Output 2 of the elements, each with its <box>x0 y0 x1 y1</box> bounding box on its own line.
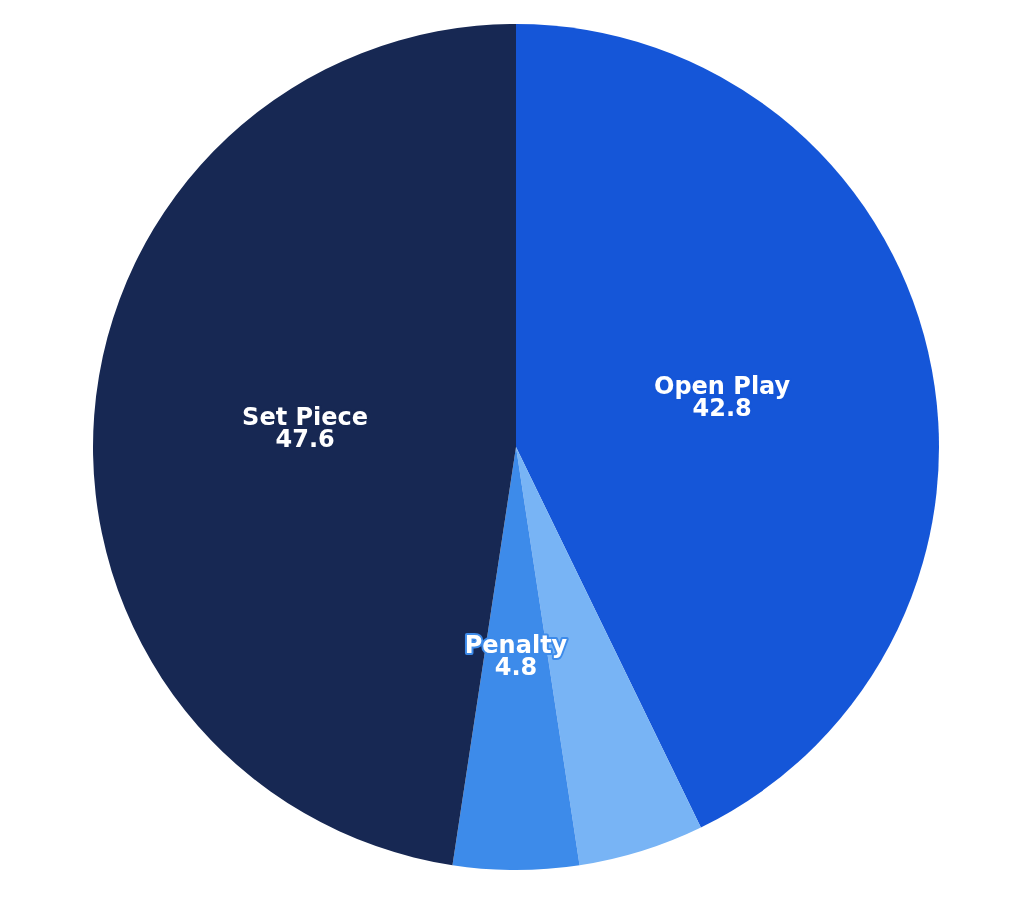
pie-slice <box>452 447 580 870</box>
data-label: 4.8 <box>494 652 538 681</box>
